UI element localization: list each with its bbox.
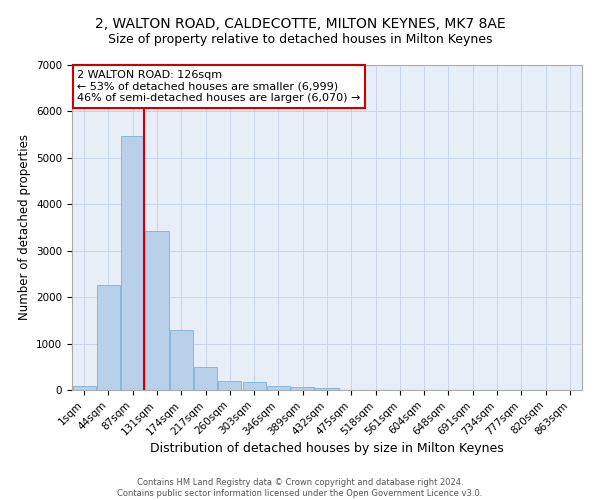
Y-axis label: Number of detached properties: Number of detached properties	[17, 134, 31, 320]
Bar	[121, 136, 144, 390]
Bar	[97, 284, 120, 390]
Bar	[291, 387, 314, 390]
Bar	[218, 382, 241, 390]
Text: Contains HM Land Registry data © Crown copyright and database right 2024.
Contai: Contains HM Land Registry data © Crown c…	[118, 478, 482, 498]
X-axis label: Distribution of detached houses by size in Milton Keynes: Distribution of detached houses by size …	[150, 442, 504, 455]
Bar	[267, 386, 290, 390]
Bar	[316, 388, 338, 390]
Bar	[170, 330, 193, 390]
Bar	[145, 231, 169, 390]
Text: 2, WALTON ROAD, CALDECOTTE, MILTON KEYNES, MK7 8AE: 2, WALTON ROAD, CALDECOTTE, MILTON KEYNE…	[95, 18, 505, 32]
Bar	[73, 386, 95, 390]
Text: 2 WALTON ROAD: 126sqm
← 53% of detached houses are smaller (6,999)
46% of semi-d: 2 WALTON ROAD: 126sqm ← 53% of detached …	[77, 70, 361, 103]
Bar	[242, 382, 266, 390]
Text: Size of property relative to detached houses in Milton Keynes: Size of property relative to detached ho…	[108, 32, 492, 46]
Bar	[194, 367, 217, 390]
